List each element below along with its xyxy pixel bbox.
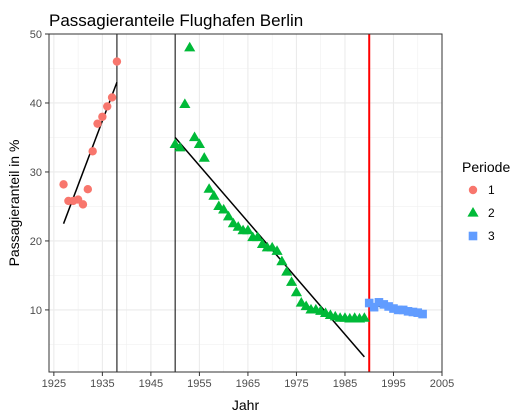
data-points [59, 41, 427, 323]
data-point-series-2 [242, 224, 254, 235]
data-point-series-2 [188, 131, 201, 142]
data-point-series-2 [286, 276, 298, 286]
x-axis-title: Jahr [232, 397, 260, 413]
y-tick-label: 20 [30, 236, 42, 248]
plot-panel [48, 33, 443, 373]
data-point-series-2 [271, 245, 283, 255]
data-point-series-1 [59, 180, 68, 189]
data-point-series-2 [179, 98, 191, 108]
data-point-series-3 [398, 305, 408, 315]
data-point-series-3 [408, 307, 418, 317]
data-point-series-3 [413, 308, 423, 317]
x-tick-label: 1935 [90, 378, 114, 390]
data-point-series-1 [93, 119, 102, 128]
x-tick-label: 1975 [284, 378, 308, 390]
plot-border [48, 33, 443, 373]
data-point-series-1 [98, 112, 107, 121]
data-point-series-3 [418, 309, 427, 319]
data-point-series-2 [281, 265, 293, 276]
legend-key-1 [468, 185, 478, 195]
plot-background [49, 34, 442, 372]
data-point-series-3 [379, 300, 389, 309]
data-point-series-3 [394, 305, 403, 315]
x-tick-label: 1955 [187, 378, 211, 390]
x-tick-label: 2005 [430, 378, 454, 390]
data-point-series-2 [198, 152, 210, 162]
data-point-series-2 [218, 203, 230, 214]
data-point-series-3 [389, 304, 398, 313]
x-tick-label: 1945 [139, 378, 163, 390]
x-tick-label: 1965 [236, 378, 260, 390]
legend-items: 1 2 3 [467, 183, 495, 243]
y-tick-label: 50 [30, 29, 42, 41]
legend-label-2: 2 [488, 206, 495, 220]
data-point-series-2 [252, 231, 264, 242]
x-tick-label: 1925 [42, 378, 66, 390]
x-axis-ticks: 1925 1935 1945 1955 1965 1975 1985 1995 2005 [42, 372, 454, 390]
reference-lines [116, 34, 371, 372]
data-point-series-1 [78, 200, 88, 209]
legend-key-2 [467, 207, 479, 217]
data-point-series-1 [83, 185, 93, 194]
data-point-series-2 [222, 210, 235, 221]
data-point-series-1 [112, 57, 122, 66]
data-point-series-2 [276, 255, 288, 266]
y-axis-ticks: 10 20 30 40 50 [30, 29, 49, 317]
data-point-series-3 [374, 298, 384, 307]
data-point-series-1 [88, 147, 97, 156]
data-point-series-1 [107, 93, 117, 102]
data-point-series-2 [174, 141, 186, 152]
data-point-series-3 [403, 306, 413, 316]
y-tick-label: 40 [30, 98, 42, 110]
legend: Periode 1 2 3 [462, 159, 510, 243]
data-point-series-3 [364, 298, 374, 308]
data-point-series-2 [203, 183, 215, 193]
y-axis-title: Passagieranteil in % [6, 140, 22, 267]
data-point-series-2 [193, 138, 205, 148]
x-tick-label: 1995 [381, 378, 405, 390]
data-point-series-2 [290, 286, 303, 297]
y-tick-label: 10 [30, 305, 42, 317]
legend-key-3 [468, 231, 478, 241]
y-tick-label: 30 [30, 167, 42, 179]
legend-title: Periode [462, 159, 510, 175]
data-point-series-3 [384, 302, 393, 311]
data-point-series-2 [208, 190, 220, 200]
data-point-series-3 [369, 302, 379, 312]
data-point-series-1 [103, 102, 112, 111]
data-point-series-2 [184, 41, 196, 52]
data-point-series-2 [358, 312, 370, 322]
x-tick-label: 1985 [333, 378, 357, 390]
chart-title: Passagieranteile Flughafen Berlin [49, 11, 303, 30]
legend-label-1: 1 [488, 183, 495, 197]
legend-label-3: 3 [488, 229, 495, 243]
